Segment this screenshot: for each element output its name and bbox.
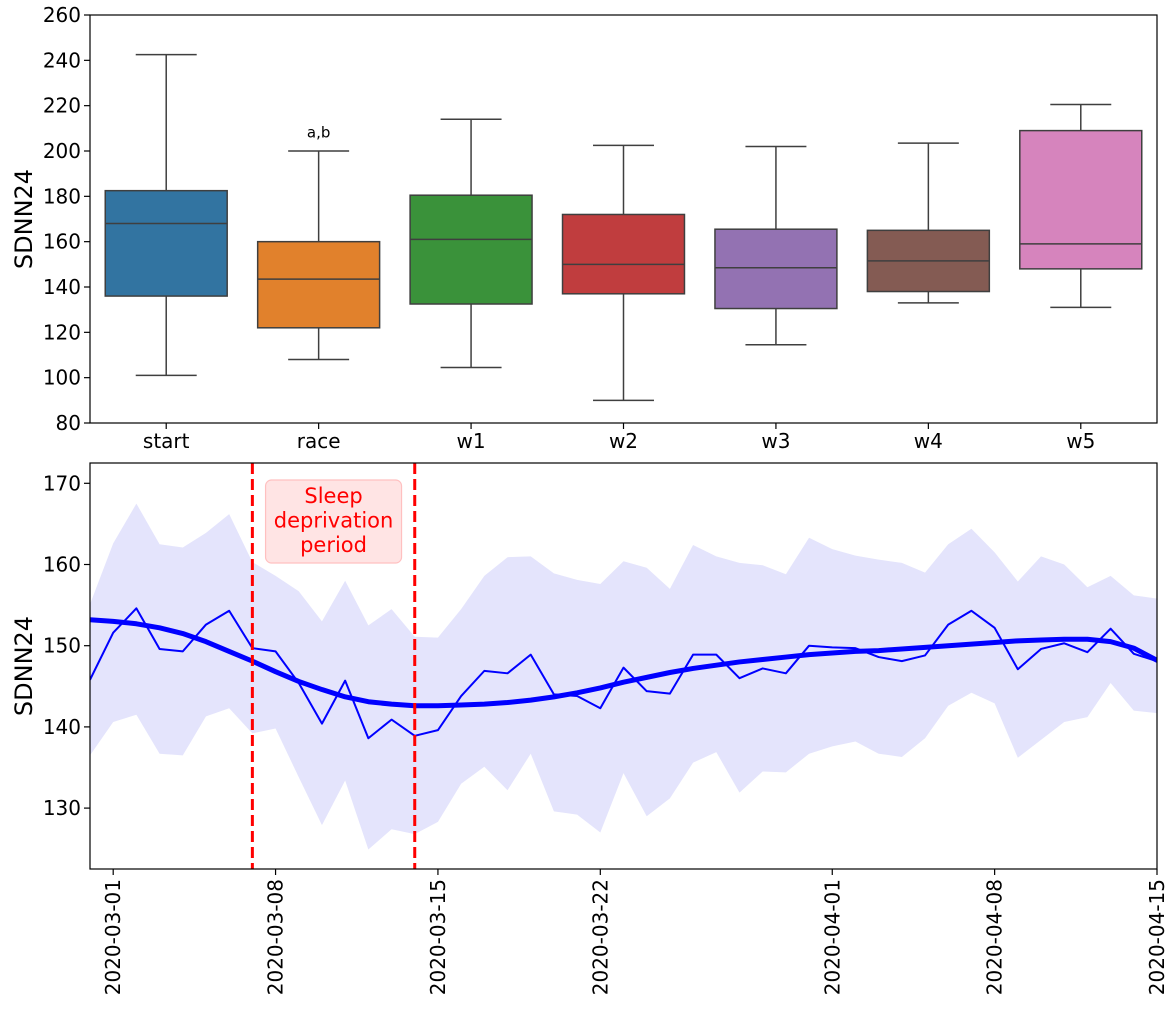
x-tick-label: w5 bbox=[1066, 429, 1095, 453]
time-series-chart: Sleep deprivation period 130 140 150 160 170 202… bbox=[10, 462, 1169, 995]
smoothed-trend-line bbox=[90, 617, 1157, 709]
x-tick-label: 2020-04-01 bbox=[820, 879, 844, 995]
y-tick-label: 200 bbox=[43, 139, 81, 163]
x-tick-label: 2020-03-22 bbox=[588, 879, 612, 995]
y-tick-label: 170 bbox=[43, 471, 81, 495]
box-w4 bbox=[866, 142, 991, 304]
x-tick-label: start bbox=[143, 429, 190, 453]
y-tick-label: 130 bbox=[43, 796, 81, 820]
y-axis-label: SDNN24 bbox=[10, 616, 38, 716]
y-tick-label: 180 bbox=[43, 184, 81, 208]
confidence-band bbox=[90, 503, 1157, 850]
x-tick-label: 2020-03-15 bbox=[426, 879, 450, 995]
box-w1 bbox=[409, 118, 533, 369]
y-tick-label: 140 bbox=[43, 275, 81, 299]
x-tick-label: race bbox=[297, 429, 341, 453]
x-tick-label: w3 bbox=[761, 429, 790, 453]
y-tick-label: 120 bbox=[43, 320, 81, 344]
x-tick-label: 2020-03-01 bbox=[101, 879, 125, 995]
box-w3 bbox=[714, 145, 838, 346]
box-annotation: a,b bbox=[307, 123, 330, 141]
box-w5 bbox=[1019, 103, 1143, 309]
y-tick-label: 240 bbox=[43, 48, 81, 72]
box-iqr bbox=[714, 228, 838, 310]
x-tick-label: 2020-04-08 bbox=[983, 879, 1007, 995]
y-tick-label: 80 bbox=[56, 411, 81, 435]
x-tick-label: w2 bbox=[609, 429, 638, 453]
box-iqr bbox=[409, 194, 533, 305]
daily-line bbox=[90, 607, 1157, 740]
plot-area bbox=[90, 503, 1157, 850]
plot-frame bbox=[89, 462, 1158, 870]
annotation-text-line: deprivation bbox=[274, 509, 394, 533]
box-iqr bbox=[1019, 129, 1143, 270]
y-tick-label: 150 bbox=[43, 634, 81, 658]
y-tick-label: 160 bbox=[43, 553, 81, 577]
box-race bbox=[256, 150, 381, 361]
y-tick-label: 160 bbox=[43, 230, 81, 254]
box-start bbox=[104, 53, 228, 377]
y-tick-label: 260 bbox=[43, 3, 81, 27]
x-tick-label: w1 bbox=[457, 429, 486, 453]
x-tick-label: 2020-03-08 bbox=[264, 879, 288, 995]
x-tick-label: w4 bbox=[914, 429, 943, 453]
box-iqr bbox=[256, 240, 381, 329]
box-plot-chart: a,b 80 100 120 140 160 180 200 220 240 260 start rac… bbox=[10, 3, 1158, 453]
annotation-text: Sleep deprivation period bbox=[274, 484, 394, 557]
box-w2 bbox=[561, 144, 686, 402]
y-tick-label: 140 bbox=[43, 715, 81, 739]
y-tick-label: 100 bbox=[43, 366, 81, 390]
x-tick-label: 2020-04-15 bbox=[1145, 879, 1169, 995]
box-iqr bbox=[561, 213, 686, 295]
y-tick-label: 220 bbox=[43, 94, 81, 118]
annotation-text-line: period bbox=[300, 533, 367, 557]
y-axis-label: SDNN24 bbox=[10, 169, 38, 269]
box-iqr bbox=[104, 189, 228, 297]
annotation-box bbox=[264, 479, 403, 564]
annotation-text-line: Sleep bbox=[304, 484, 362, 508]
